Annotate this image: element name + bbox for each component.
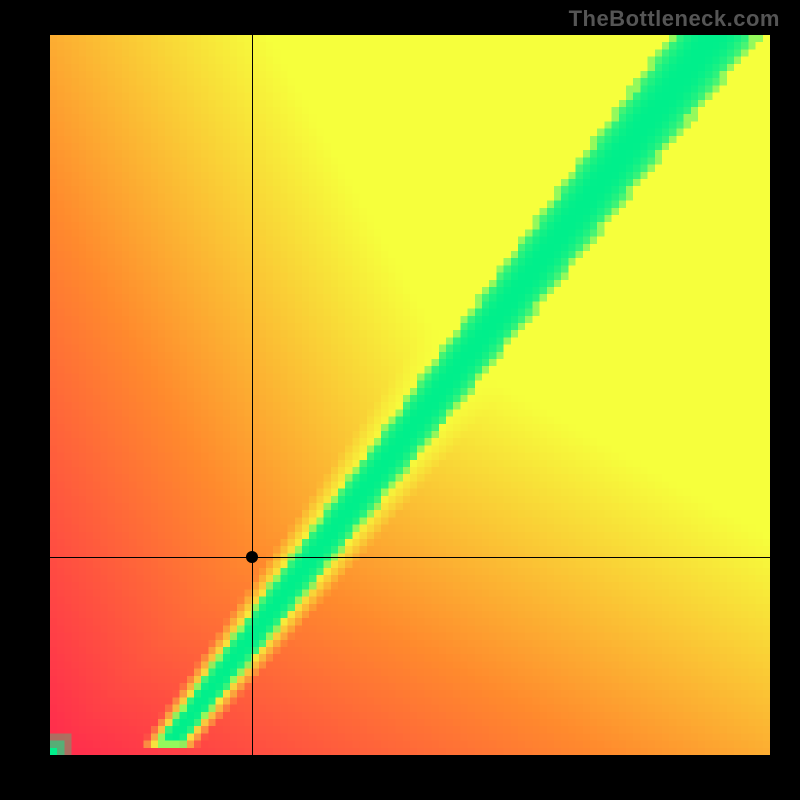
watermark-text: TheBottleneck.com: [569, 6, 780, 32]
data-point-marker: [246, 551, 258, 563]
chart-container: TheBottleneck.com: [0, 0, 800, 800]
crosshair-vertical: [252, 35, 253, 755]
bottleneck-heatmap: [50, 35, 770, 755]
crosshair-horizontal: [50, 557, 770, 558]
